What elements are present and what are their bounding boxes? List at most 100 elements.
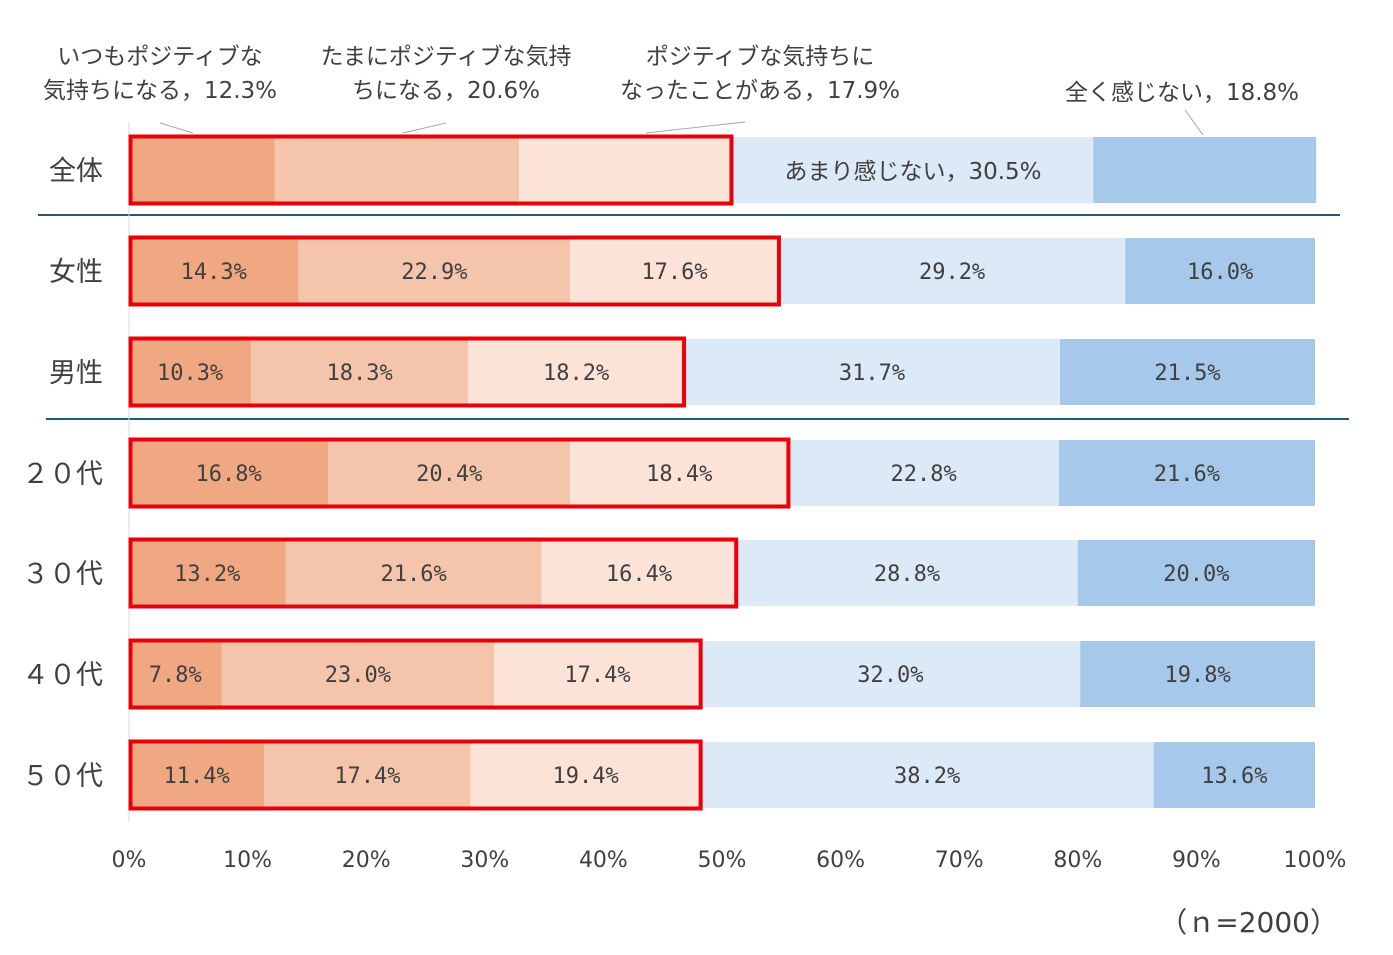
bar-segment [700,742,1154,808]
bar-segment [251,339,469,405]
bar-segment [328,440,571,506]
highlight-box [128,437,791,509]
bar-segment [470,742,701,808]
callout-s5: 全く感じない，18.8% [1065,80,1299,106]
x-tick-label: 20% [342,848,391,873]
bar-segment [129,540,286,606]
bar-value-label: 20.0% [1163,562,1229,587]
bar-value-label: 14.3% [181,260,247,285]
x-tick-label: 40% [579,848,628,873]
highlight-box [128,638,703,710]
bar-segment [129,742,265,808]
bar-segment [570,440,789,506]
bar-value-label: 21.5% [1154,361,1220,386]
x-tick-label: 80% [1053,848,1102,873]
x-tick-label: 90% [1172,848,1221,873]
highlight-box [128,336,687,408]
bar-segment [298,238,571,304]
category-label: 女性 [49,257,103,288]
callout-s2-line2: ちになる，20.6% [352,78,540,104]
bar-value-label: 22.8% [891,462,957,487]
bar-segment [264,742,471,808]
bar-segment [684,339,1061,405]
callout-s3-line1: ポジティブな気持ちに [646,44,875,70]
bar-value-label: 18.3% [327,361,393,386]
x-tick-label: 70% [935,848,984,873]
bar-value-label: 10.3% [157,361,223,386]
bars-group: 14.3% 22.9% 17.6% 29.2% 16.0% 10.3% 18.3% 18.2%… [128,122,1317,822]
bar-segment [129,641,222,707]
bar-segment [1125,238,1315,304]
category-label: ４０代 [22,660,103,691]
bar-value-label: 21.6% [1154,462,1220,487]
callout-s2-line1: たまにポジティブな気持 [321,44,572,70]
x-tick-label: 60% [816,848,865,873]
callout-s4: あまり感じない，30.5% [784,159,1041,185]
callout-leader-1 [159,122,194,134]
bar-value-label: 20.4% [416,462,482,487]
bar-segment [778,238,1126,304]
bar-value-label: 19.8% [1164,663,1230,688]
bar-value-label: 16.4% [606,562,672,587]
bar-value-label: 16.0% [1187,260,1253,285]
highlight-box [128,537,739,609]
bar-segment [285,540,542,606]
bar-value-label: 28.8% [874,562,940,587]
bar-value-label: 11.4% [163,764,229,789]
bar-value-label: 22.9% [401,260,467,285]
callout-leader-5 [1184,109,1204,136]
bar-segment [129,339,252,405]
bar-segment [494,641,701,707]
bar-value-label: 19.4% [552,764,618,789]
x-tick-label: 10% [223,848,272,873]
bar-value-label: 32.0% [857,663,923,688]
group-separators [38,214,1349,420]
bar-segment [1077,540,1315,606]
bar-segment [274,137,520,203]
x-tick-label: 50% [698,848,747,873]
bar-segment [221,641,495,707]
bar-segment [736,540,1078,606]
category-label: 男性 [49,358,103,389]
bar-segment [731,137,1094,203]
bar-segment [468,339,685,405]
callout-s1-line1: いつもポジティブな [57,44,263,70]
bar-value-label: 23.0% [325,663,391,688]
callout-leader-2 [402,122,447,134]
bar-segment [519,137,732,203]
bar-segment [129,440,329,506]
x-tick-label: 100% [1284,848,1347,873]
bar-value-label: 16.8% [196,462,262,487]
bar-value-label: 17.6% [641,260,707,285]
bar-segment [1153,742,1315,808]
callout-s3-line2: なったことがある，17.9% [620,78,900,104]
bar-value-label: 18.4% [646,462,712,487]
bar-segment [541,540,737,606]
legend-callouts: いつもポジティブな 気持ちになる，12.3% たまにポジティブな気持 ちになる，… [43,44,1299,185]
x-tick-label: 30% [460,848,509,873]
bar-segment [1093,137,1317,203]
bar-value-label: 21.6% [381,562,447,587]
highlight-box [128,134,734,206]
callout-s1-line2: 気持ちになる，12.3% [43,78,277,104]
bar-segment [129,238,299,304]
x-axis-ticks: 0% 10% 20% 30% 40% 50% 60% 70% 80% 90% 100% [112,848,1347,873]
bar-segment [700,641,1081,707]
bar-value-label: 29.2% [919,260,985,285]
bar-value-label: 17.4% [334,764,400,789]
bar-value-label: 17.4% [564,663,630,688]
bar-value-label: 31.7% [839,361,905,386]
sample-size-note: （ｎ=2000） [1159,906,1338,939]
category-label: 全体 [49,156,103,187]
bar-segment [570,238,779,304]
category-label: ２０代 [22,459,103,490]
bar-value-label: 18.2% [543,361,609,386]
bar-segment [1060,339,1315,405]
highlight-box [128,235,781,307]
bar-segment [788,440,1059,506]
callout-leader-3 [645,121,746,134]
bar-value-label: 38.2% [894,764,960,789]
bar-segment [1058,440,1315,506]
bar-value-label: 13.2% [174,562,240,587]
